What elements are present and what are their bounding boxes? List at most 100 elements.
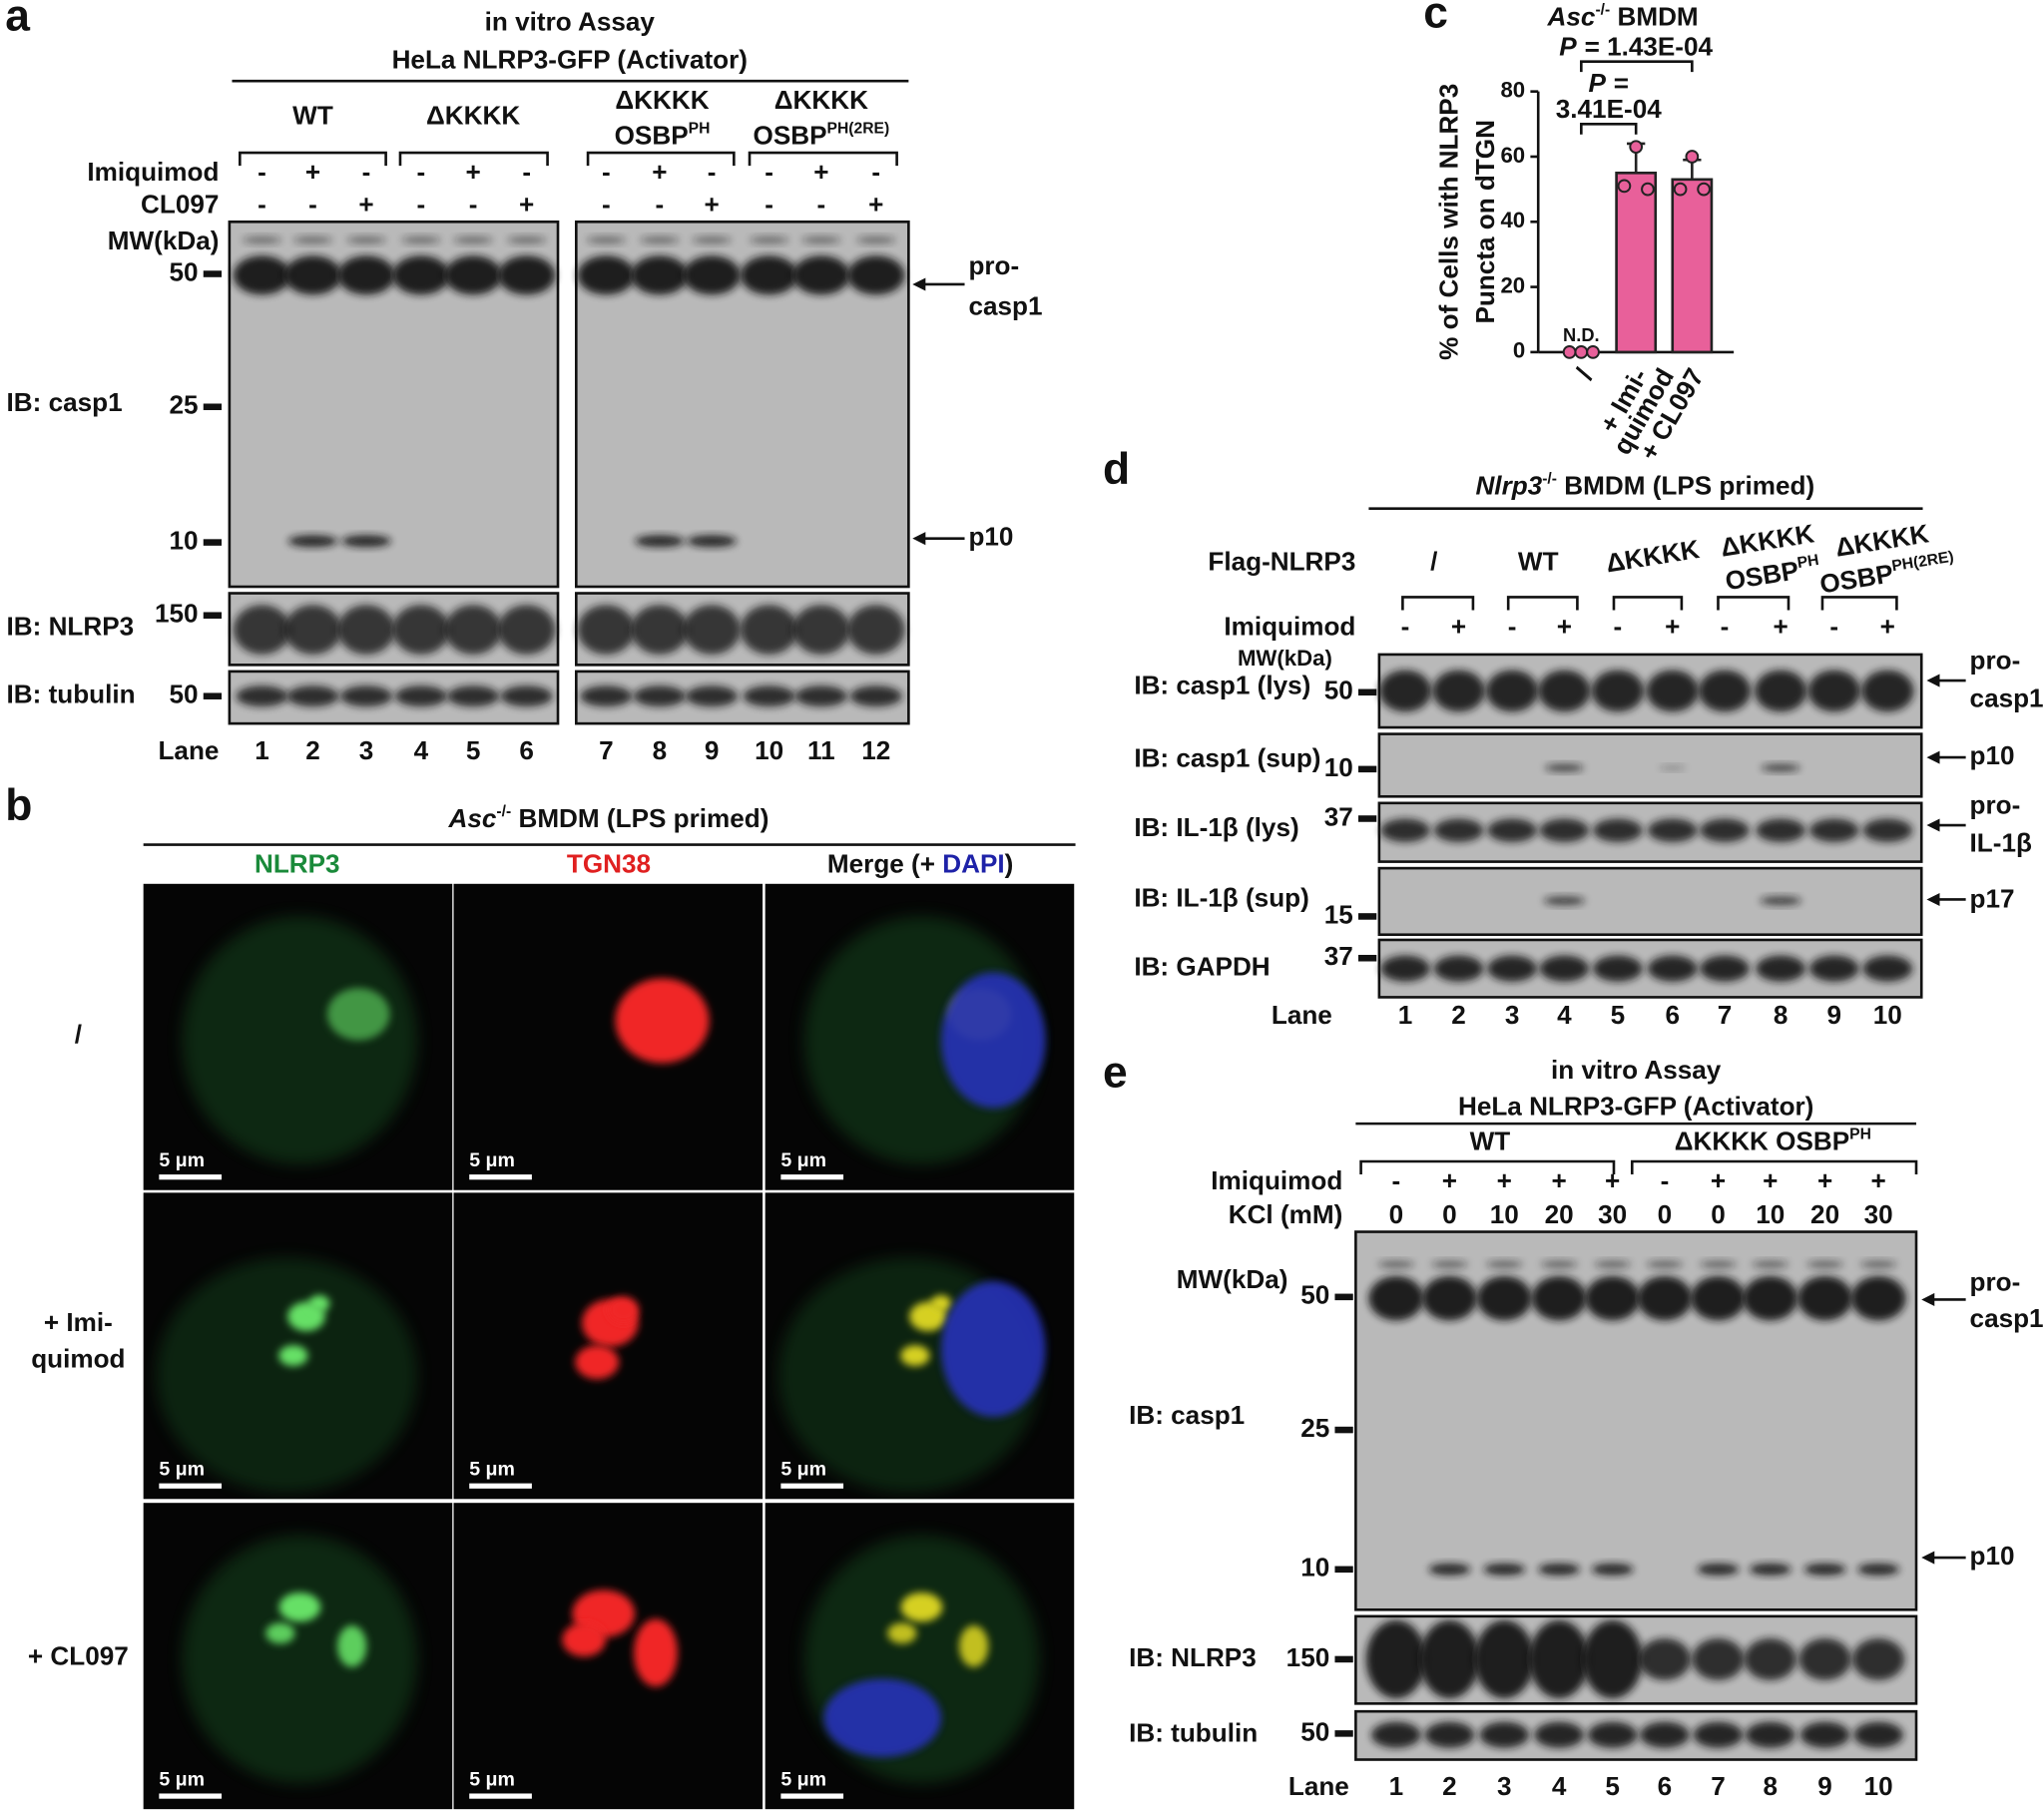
lane-number: 3 xyxy=(1505,1000,1520,1030)
treatment-sign: + xyxy=(652,157,667,187)
scale-bar-label: 5 μm xyxy=(159,1769,205,1791)
band xyxy=(740,255,798,295)
bracket xyxy=(1717,596,1790,611)
band xyxy=(1485,670,1539,712)
nucleus xyxy=(941,972,1046,1109)
band xyxy=(1859,1260,1897,1269)
band xyxy=(1756,818,1805,842)
band xyxy=(1539,955,1590,982)
label-part: Asc xyxy=(448,803,497,833)
panel-subtitle: HeLa NLRP3-GFP (Activator) xyxy=(392,45,748,75)
treatment-sign: 30 xyxy=(1864,1199,1893,1229)
treatment-sign: - xyxy=(308,190,317,220)
band xyxy=(586,235,626,244)
panel-letter: a xyxy=(5,0,30,40)
band xyxy=(640,235,680,244)
scale-bar xyxy=(780,1483,844,1489)
band xyxy=(1380,955,1430,982)
blot-label: IB: tubulin xyxy=(7,680,136,709)
band xyxy=(631,605,689,655)
panel-subtitle: HeLa NLRP3-GFP (Activator) xyxy=(1458,1091,1813,1121)
band xyxy=(1646,670,1699,712)
label-part: = xyxy=(1614,68,1629,98)
bracket xyxy=(1580,60,1694,73)
treatment-sign: + xyxy=(1442,1165,1457,1195)
band xyxy=(1693,1721,1744,1748)
signal xyxy=(900,1592,943,1622)
group-label: ΔKKKK xyxy=(774,85,868,115)
data-point xyxy=(1697,182,1711,197)
band xyxy=(1582,1619,1643,1699)
band xyxy=(1862,818,1913,842)
superscript: PH xyxy=(1796,551,1820,571)
scale-bar-label: 5 μm xyxy=(159,1149,205,1171)
lane-number: 9 xyxy=(1817,1771,1832,1801)
band xyxy=(337,605,395,655)
treatment-sign: - xyxy=(602,157,611,187)
band xyxy=(1637,1275,1693,1321)
lane-number: 4 xyxy=(414,735,429,765)
band xyxy=(1808,818,1859,842)
scale-bar-label: 5 μm xyxy=(780,1459,826,1481)
bracket xyxy=(1580,123,1638,135)
band xyxy=(846,605,905,655)
panel-letter: e xyxy=(1103,1049,1128,1098)
band xyxy=(1538,1563,1581,1576)
mw-marker: 50 xyxy=(1300,1280,1329,1310)
treatment-label: Imiquimod xyxy=(1224,612,1355,642)
superscript: PH xyxy=(1849,1126,1871,1142)
signal xyxy=(887,1622,917,1644)
mw-marker: 10 xyxy=(169,525,198,555)
band xyxy=(1692,1638,1745,1680)
lane-number: 7 xyxy=(599,735,614,765)
lane-number: 4 xyxy=(1552,1771,1567,1801)
band xyxy=(580,685,633,707)
band xyxy=(1857,1563,1900,1576)
arrow-head xyxy=(1926,674,1940,687)
group-label: OSBPPH xyxy=(615,120,711,150)
nucleus xyxy=(823,1678,942,1757)
y-tick-label: 20 xyxy=(1500,272,1525,297)
band xyxy=(1744,1638,1796,1680)
blot-label: IB: NLRP3 xyxy=(1129,1642,1257,1672)
band xyxy=(1483,1563,1526,1576)
band xyxy=(1640,1721,1690,1748)
band xyxy=(1476,1275,1532,1321)
label-part: Asc xyxy=(1547,1,1596,31)
category-label: / xyxy=(1569,363,1599,384)
treatment-sign: + xyxy=(465,157,480,187)
treatment-sign: + xyxy=(1774,612,1788,642)
treatment-sign: + xyxy=(519,190,534,220)
band xyxy=(1808,955,1859,982)
marker-dash xyxy=(1334,1293,1353,1301)
band xyxy=(283,255,342,295)
treatment-sign: + xyxy=(1497,1165,1512,1195)
band xyxy=(1531,1275,1587,1321)
treatment-sign: - xyxy=(1392,1165,1401,1195)
treatment-sign: - xyxy=(1829,612,1838,642)
band xyxy=(1760,896,1802,906)
group-label: / xyxy=(1430,546,1437,576)
treatment-sign: - xyxy=(1721,612,1730,642)
column-label: TGN38 xyxy=(567,848,651,878)
band xyxy=(346,235,386,244)
arrow-label: casp1 xyxy=(1970,683,2044,713)
signal xyxy=(265,1622,295,1644)
blot-label: IB: IL-1β (lys) xyxy=(1134,812,1298,842)
lane-label: Lane xyxy=(158,735,219,765)
blot-label: IB: IL-1β (sup) xyxy=(1134,882,1308,912)
band xyxy=(1745,1721,1795,1748)
band xyxy=(1700,955,1750,982)
treatment-sign: - xyxy=(871,157,880,187)
band xyxy=(1700,1260,1737,1269)
mw-marker: 10 xyxy=(1300,1553,1329,1583)
band xyxy=(577,605,636,655)
arrow-label: pro- xyxy=(1970,646,2021,676)
axis-title: Puncta on dTGN xyxy=(1470,120,1500,324)
band xyxy=(1534,1721,1584,1748)
arrow-label: pro- xyxy=(1970,790,2021,820)
mw-label: MW(kDa) xyxy=(1177,1264,1288,1294)
arrow-head xyxy=(912,277,926,291)
band xyxy=(683,255,741,295)
signal xyxy=(308,1295,330,1312)
